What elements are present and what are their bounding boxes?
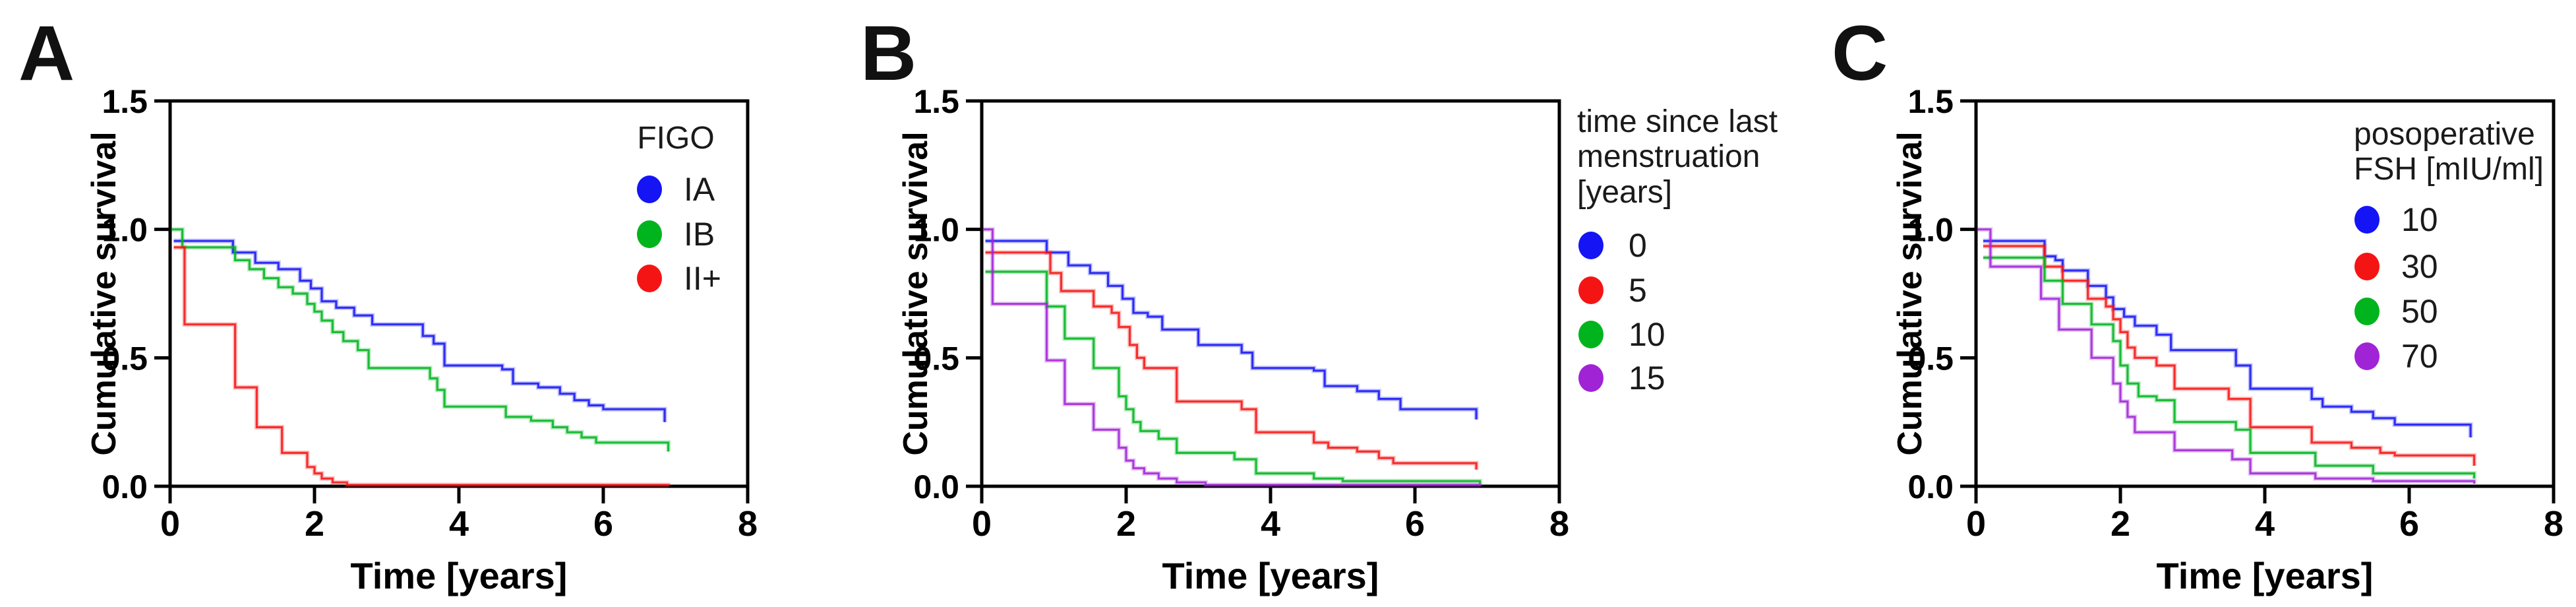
panel-letter-b: B [860,10,917,97]
legend-dot-30 [2354,253,2380,280]
legend-title-line: [years] [1577,175,1672,210]
legend-label-0: 0 [1629,227,1647,264]
legend-title-line: FSH [mIU/ml] [2354,152,2544,187]
y-tick-label: 1.5 [913,83,959,120]
survival-curve-halo-50 [1983,255,2477,479]
x-tick-label: 0 [972,504,992,544]
y-tick-label: 0.5 [102,340,148,377]
legend-title-line: posoperative [2354,117,2535,152]
legend-dot-70 [2354,342,2380,370]
legend-label-30: 30 [2401,248,2438,285]
legend-dot-5 [1578,276,1603,304]
y-tick-label: 1.0 [102,212,148,249]
legend-dot-II+ [637,265,662,292]
x-tick-label: 0 [160,504,180,544]
legend-label-50: 50 [2401,293,2438,330]
survival-curve-50 [1983,256,2476,479]
legend-title-line: FIGO [637,121,714,156]
legend-label-IB: IB [684,216,715,253]
survival-curve-10 [985,271,1482,484]
y-axis-title-a: Cumulative survival [85,131,123,456]
survival-curve-IA [173,240,666,422]
legend-dot-0 [1578,232,1603,259]
y-axis-title-c: Cumulative survival [1891,131,1929,456]
survival-curve-15 [983,228,1482,486]
legend-label-70: 70 [2401,338,2438,375]
panel-letter-a: A [18,10,75,97]
x-tick-label: 2 [2111,504,2130,544]
legend-title-line: menstruation [1577,139,1760,174]
legend-dot-10 [1578,321,1603,348]
x-tick-label: 8 [2544,504,2563,544]
legend-label-15: 15 [1629,360,1665,397]
survival-curve-halo-0 [985,238,1479,420]
survival-curve-70 [1977,228,2476,484]
x-axis-title-a: Time [years] [350,555,568,596]
y-tick-label: 0.0 [913,468,959,505]
x-tick-label: 6 [593,504,613,544]
legend-label-10: 10 [2401,201,2438,238]
x-tick-label: 8 [738,504,758,544]
y-tick-label: 1.0 [1907,212,1954,249]
y-tick-label: 1.0 [913,212,959,249]
y-tick-label: 0.0 [102,468,148,505]
survival-curve-II+ [173,246,670,486]
plot-frame [980,99,1561,488]
x-tick-label: 6 [2399,504,2419,544]
y-tick-label: 0.5 [1907,340,1954,377]
x-axis-title-c: Time [years] [2156,555,2374,596]
x-tick-label: 4 [449,504,469,544]
legend-label-10: 10 [1629,316,1665,353]
survival-curve-5 [985,251,1478,470]
legend-label-5: 5 [1629,272,1647,309]
x-tick-label: 8 [1549,504,1569,544]
x-tick-label: 2 [1116,504,1136,544]
x-axis-title-b: Time [years] [1162,555,1379,596]
x-tick-label: 2 [305,504,324,544]
legend-dot-50 [2354,298,2380,325]
legend-label-IA: IA [684,171,715,208]
legend-dot-IB [637,220,662,248]
x-tick-label: 6 [1405,504,1425,544]
legend-label-II+: II+ [684,260,721,297]
legend-dot-IA [637,176,662,203]
legend-dot-10 [2354,206,2380,234]
survival-curve-halo-10 [1983,238,2473,437]
x-tick-label: 4 [2255,504,2275,544]
survival-curve-10 [1983,240,2472,437]
y-axis-title-b: Cumulative survival [897,131,935,456]
legend-dot-15 [1578,364,1603,392]
y-tick-label: 0.0 [1907,468,1954,505]
survival-curve-IB [171,228,670,452]
x-tick-label: 4 [1261,504,1280,544]
y-tick-label: 1.5 [1907,83,1954,120]
legend-title-line: time since last [1577,104,1778,139]
survival-curve-30 [1983,245,2476,466]
y-tick-label: 0.5 [913,340,959,377]
x-tick-label: 0 [1966,504,1986,544]
y-tick-label: 1.5 [102,83,148,120]
survival-curve-halo-15 [983,227,1483,488]
survival-curve-halo-IB [171,227,671,452]
survival-curve-0 [985,240,1478,420]
panel-letter-c: C [1832,10,1888,97]
